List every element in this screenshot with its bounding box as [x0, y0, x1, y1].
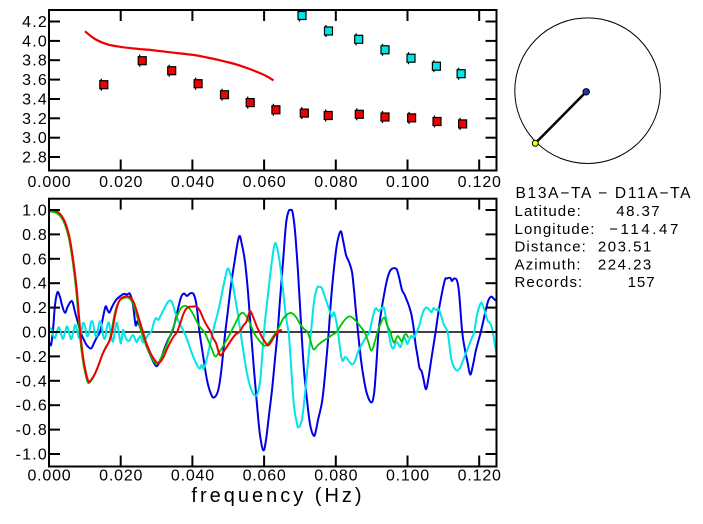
- svg-text:3.0: 3.0: [22, 130, 48, 147]
- svg-text:-0.2: -0.2: [16, 349, 48, 366]
- svg-text:frequency (Hz): frequency (Hz): [191, 485, 364, 507]
- svg-text:0.040: 0.040: [171, 174, 215, 191]
- svg-text:-0.8: -0.8: [16, 422, 48, 439]
- svg-text:3.8: 3.8: [22, 53, 48, 70]
- svg-text:-0.4: -0.4: [16, 373, 48, 390]
- svg-text:0.6: 0.6: [22, 251, 48, 268]
- svg-text:Azimuth:: Azimuth:: [515, 256, 582, 273]
- svg-text:-0.6: -0.6: [16, 398, 48, 415]
- svg-text:Longitude:: Longitude:: [515, 221, 596, 238]
- svg-text:0.120: 0.120: [458, 468, 502, 485]
- svg-text:Records:: Records:: [515, 274, 584, 291]
- svg-text:0.040: 0.040: [171, 468, 215, 485]
- svg-text:4.0: 4.0: [22, 33, 48, 50]
- svg-text:0.120: 0.120: [458, 174, 502, 191]
- svg-text:0.020: 0.020: [99, 468, 143, 485]
- svg-text:Distance:: Distance:: [515, 239, 587, 256]
- svg-text:3.2: 3.2: [22, 111, 48, 128]
- svg-text:0.080: 0.080: [314, 468, 358, 485]
- svg-text:2.8: 2.8: [22, 150, 48, 167]
- svg-text:0.020: 0.020: [99, 174, 143, 191]
- svg-text:3.6: 3.6: [22, 72, 48, 89]
- svg-text:0.060: 0.060: [243, 468, 287, 485]
- svg-text:0.000: 0.000: [27, 468, 71, 485]
- svg-text:203.51: 203.51: [598, 239, 653, 256]
- svg-text:-1.0: -1.0: [16, 447, 48, 464]
- svg-text:224.23: 224.23: [598, 256, 653, 273]
- svg-text:0.100: 0.100: [386, 468, 430, 485]
- svg-text:0.100: 0.100: [386, 174, 430, 191]
- svg-text:0.8: 0.8: [22, 227, 48, 244]
- svg-text:4.2: 4.2: [22, 14, 48, 31]
- svg-text:0.2: 0.2: [22, 300, 48, 317]
- svg-text:0.060: 0.060: [243, 174, 287, 191]
- svg-text:157: 157: [628, 274, 656, 291]
- svg-text:1.0: 1.0: [22, 203, 48, 220]
- svg-text:0.000: 0.000: [27, 174, 71, 191]
- svg-text:0.4: 0.4: [22, 276, 48, 293]
- svg-text:0.0: 0.0: [22, 325, 48, 342]
- svg-text:48.37: 48.37: [616, 203, 661, 220]
- svg-text:0.080: 0.080: [314, 174, 358, 191]
- svg-text:3.4: 3.4: [22, 92, 48, 109]
- svg-text:Latitude:: Latitude:: [515, 203, 582, 220]
- svg-text:−114.47: −114.47: [609, 221, 681, 238]
- svg-text:B13A−TA − D11A−TA: B13A−TA − D11A−TA: [516, 185, 693, 202]
